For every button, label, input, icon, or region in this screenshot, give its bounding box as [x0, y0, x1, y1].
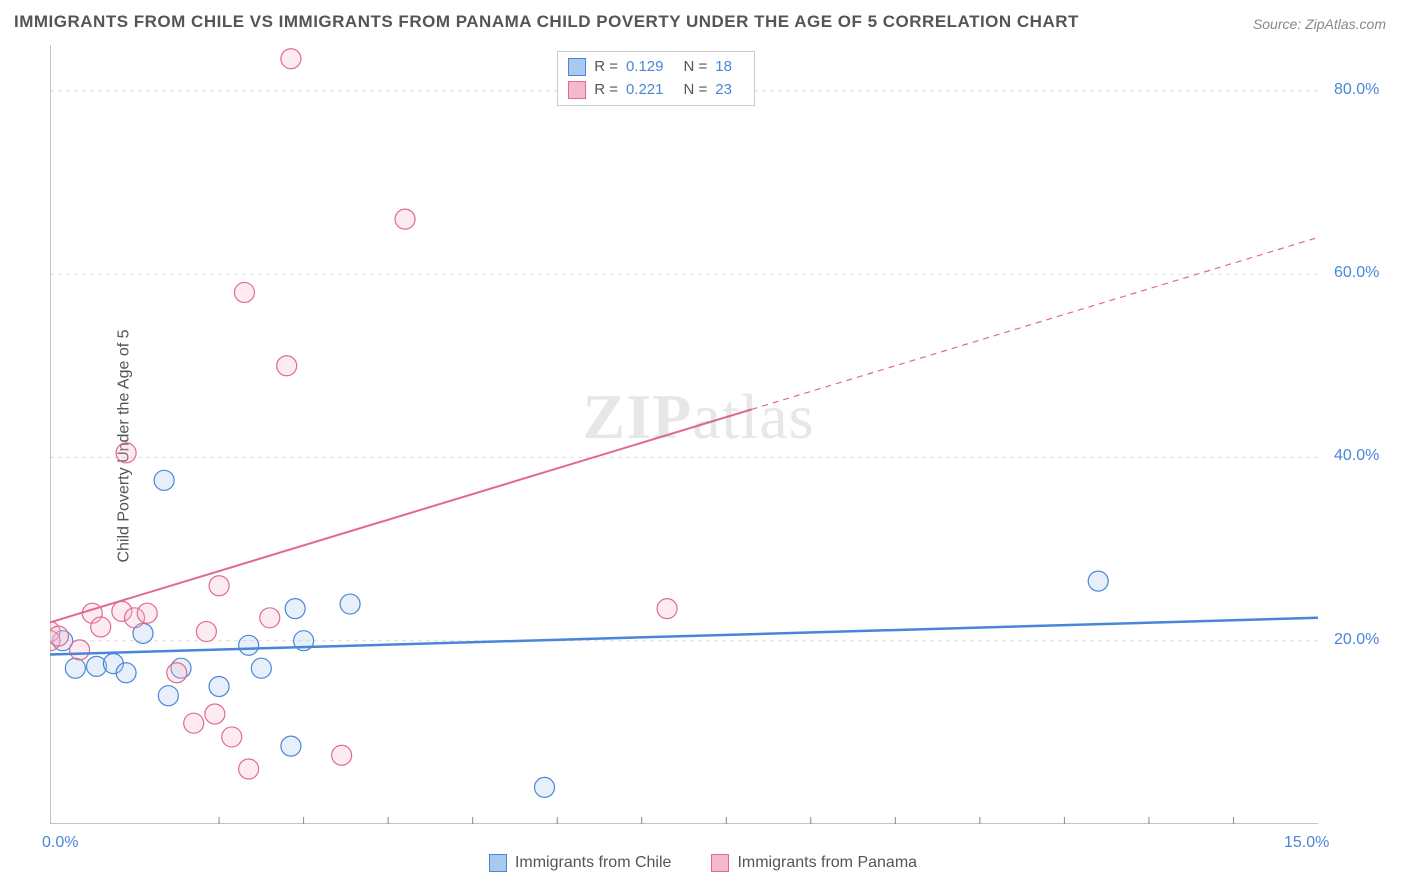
- legend-n-value: 18: [715, 56, 732, 79]
- legend-r-label: R =: [594, 56, 618, 79]
- series-legend-label: Immigrants from Chile: [515, 854, 671, 872]
- legend-swatch: [711, 854, 729, 872]
- legend-r-value: 0.221: [626, 79, 664, 102]
- y-tick-label: 40.0%: [1334, 447, 1379, 465]
- plot-area: ZIPatlas R =0.129N =18R =0.221N =23: [50, 45, 1318, 824]
- correlation-legend-row: R = 0.129 N = 18: [568, 56, 744, 79]
- legend-n-label: N =: [684, 79, 708, 102]
- legend-n-value: 23: [715, 79, 732, 102]
- chart-title: IMMIGRANTS FROM CHILE VS IMMIGRANTS FROM…: [14, 12, 1079, 32]
- legend-swatch: [568, 81, 586, 99]
- legend-swatch: [489, 854, 507, 872]
- scatter-chart: [50, 45, 1318, 824]
- y-tick-label: 20.0%: [1334, 631, 1379, 649]
- y-tick-label: 80.0%: [1334, 81, 1379, 99]
- correlation-legend-row: R = 0.221 N = 23: [568, 79, 744, 102]
- series-legend-label: Immigrants from Panama: [737, 854, 917, 872]
- series-legend: Immigrants from Chile Immigrants from Pan…: [0, 854, 1406, 872]
- legend-r-value: 0.129: [626, 56, 664, 79]
- source-attribution: Source: ZipAtlas.com: [1253, 16, 1386, 32]
- x-tick-label: 15.0%: [1284, 834, 1329, 852]
- legend-n-label: N =: [684, 56, 708, 79]
- y-tick-label: 60.0%: [1334, 264, 1379, 282]
- legend-swatch: [568, 58, 586, 76]
- legend-r-label: R =: [594, 79, 618, 102]
- correlation-legend: R = 0.129 N = 18 R = 0.221 N = 23: [557, 51, 755, 106]
- series-legend-item: Immigrants from Chile: [489, 854, 671, 872]
- series-legend-item: Immigrants from Panama: [711, 854, 917, 872]
- x-tick-label: 0.0%: [42, 834, 78, 852]
